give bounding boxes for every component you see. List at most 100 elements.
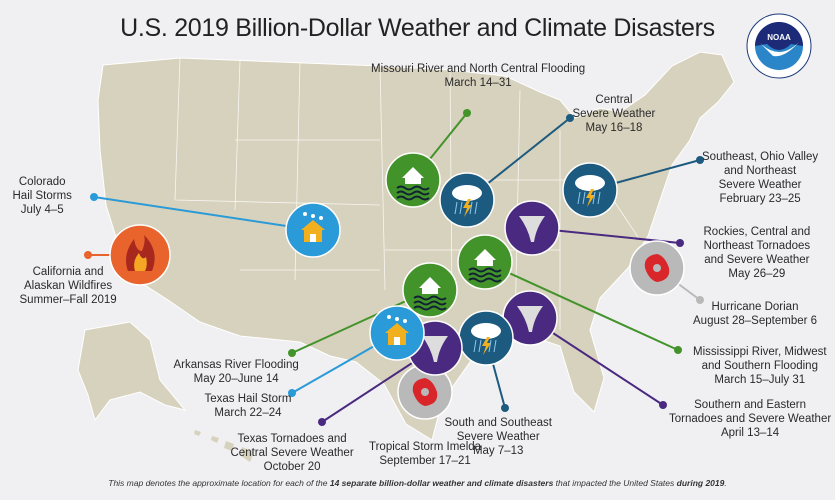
event-label-rockies: Rockies, Central and Northeast Tornadoes a… xyxy=(704,225,811,281)
marker-southeast_ohio[interactable] xyxy=(562,162,618,218)
alaska-shape xyxy=(77,321,187,422)
event-label-texas_tornadoes: Texas Tornadoes and Central Severe Weathe… xyxy=(231,432,354,474)
event-label-line: Central xyxy=(595,94,633,106)
event-label-southeast_ohio: Southeast, Ohio Valley and Northeast Sever… xyxy=(702,150,818,206)
event-label-line: and Severe Weather xyxy=(704,254,810,266)
event-label-mississippi: Mississippi River, Midwest and Southern F… xyxy=(693,345,827,387)
event-label-line: Hurricane Dorian xyxy=(711,301,799,313)
tornado-icon xyxy=(519,216,545,242)
event-label-line: Mississippi River, Midwest xyxy=(693,346,827,358)
event-label-line: September 17–21 xyxy=(379,455,471,467)
event-label-line: March 14–31 xyxy=(444,77,512,89)
flood-house-icon xyxy=(396,167,430,201)
footer-bold: during 2019 xyxy=(676,478,725,488)
footer-text: . xyxy=(724,478,727,488)
flood-house-icon xyxy=(468,249,502,283)
event-label-line: Texas Tornadoes and xyxy=(237,433,347,445)
leader-line-mississippi xyxy=(484,261,679,351)
event-label-line: Severe Weather xyxy=(456,431,540,443)
marker-dorian[interactable] xyxy=(629,240,685,296)
footer-bold: 14 separate billion-dollar weather and c… xyxy=(329,478,554,488)
hurricane-icon xyxy=(644,254,670,282)
flood-house-icon xyxy=(413,277,447,311)
event-label-line: Arkansas River Flooding xyxy=(173,359,299,371)
event-label-line: Southeast, Ohio Valley xyxy=(702,151,819,163)
tornado-icon xyxy=(517,306,543,332)
event-label-california: California and Alaskan Wildfires Summer–Fa… xyxy=(20,265,117,307)
event-label-line: May 20–June 14 xyxy=(193,373,279,385)
tornado-icon xyxy=(422,336,448,362)
event-label-line: Severe Weather xyxy=(718,179,802,191)
event-label-line: Southern and Eastern xyxy=(694,399,807,411)
footer-note: This map denotes the approximate locatio… xyxy=(0,478,835,488)
event-label-line: Texas Hail Storm xyxy=(204,393,292,405)
event-label-line: Northeast Tornadoes xyxy=(703,240,811,252)
leader-dot-southeast_ohio xyxy=(696,156,704,164)
event-label-line: Hail Storms xyxy=(12,190,72,202)
event-label-line: Severe Weather xyxy=(572,108,656,120)
event-label-line: Alaskan Wildfires xyxy=(23,280,113,292)
footer-text: that impacted the United States xyxy=(553,478,677,488)
leader-dot-texas_tornadoes xyxy=(318,418,326,426)
event-label-arkansas: Arkansas River Flooding May 20–June 14 xyxy=(174,358,299,386)
event-label-line: and Southern Flooding xyxy=(701,360,818,372)
leader-dot-colorado xyxy=(90,193,98,201)
event-label-line: August 28–September 6 xyxy=(693,315,818,327)
marker-imelda[interactable] xyxy=(397,364,453,420)
event-label-line: May 7–13 xyxy=(472,445,524,457)
hail-house-icon xyxy=(385,315,409,345)
event-label-line: South and Southeast xyxy=(444,417,552,429)
leader-dot-arkansas xyxy=(288,349,296,357)
marker-colorado[interactable] xyxy=(285,202,341,258)
marker-southern_eastern[interactable] xyxy=(502,290,558,346)
event-label-line: Rockies, Central and xyxy=(703,226,811,238)
hail-house-icon xyxy=(301,212,325,242)
marker-texas_hail[interactable] xyxy=(369,305,425,361)
event-label-line: Colorado xyxy=(18,176,66,188)
marker-california[interactable] xyxy=(109,224,171,286)
marker-missouri[interactable] xyxy=(385,152,441,208)
event-label-line: Tropical Storm Imelda xyxy=(369,441,482,453)
page-title: U.S. 2019 Billion-Dollar Weather and Cli… xyxy=(120,14,715,42)
contiguous-us-shape xyxy=(97,51,735,441)
marker-mississippi[interactable] xyxy=(457,234,513,290)
footer-text: This map denotes the approximate locatio… xyxy=(108,478,330,488)
event-label-line: July 4–5 xyxy=(20,204,64,216)
leader-dot-california xyxy=(84,251,92,259)
marker-arkansas[interactable] xyxy=(402,262,458,318)
event-label-line: Missouri River and North Central Floodin… xyxy=(371,63,586,75)
leader-dot-southern_eastern xyxy=(659,401,667,409)
leader-dot-mississippi xyxy=(674,346,682,354)
event-label-line: May 26–29 xyxy=(728,268,786,280)
event-label-line: California and xyxy=(32,266,104,278)
event-label-central: Central Severe Weather May 16–18 xyxy=(573,93,656,135)
event-label-line: Central Severe Weather xyxy=(230,447,354,459)
leader-dot-texas_hail xyxy=(288,389,296,397)
storm-cloud-icon xyxy=(452,185,482,217)
event-label-texas_hail: Texas Hail Storm March 22–24 xyxy=(205,392,292,420)
map-land xyxy=(77,51,735,462)
leader-dot-central xyxy=(566,114,574,122)
marker-south_southeast[interactable] xyxy=(458,310,514,366)
event-label-dorian: Hurricane Dorian August 28–September 6 xyxy=(693,300,817,328)
event-label-line: February 23–25 xyxy=(719,193,801,205)
marker-central[interactable] xyxy=(439,172,495,228)
leader-line-colorado xyxy=(93,196,314,231)
noaa-logo: NOAA xyxy=(746,13,812,79)
hawaii-shape xyxy=(194,430,254,462)
marker-rockies[interactable] xyxy=(504,200,560,256)
event-markers xyxy=(109,152,685,420)
storm-cloud-icon xyxy=(471,323,501,355)
hurricane-icon xyxy=(412,378,438,406)
event-label-south_southeast: South and Southeast Severe Weather May 7–1… xyxy=(445,416,552,458)
event-label-southern_eastern: Southern and Eastern Tornadoes and Severe… xyxy=(669,398,831,440)
leader-dot-dorian xyxy=(696,296,704,304)
event-label-colorado: Colorado Hail Storms July 4–5 xyxy=(13,175,72,217)
event-label-imelda: Tropical Storm Imelda September 17–21 xyxy=(369,440,481,468)
event-label-line: Tornadoes and Severe Weather xyxy=(669,413,832,425)
storm-cloud-icon xyxy=(575,175,605,207)
event-label-line: May 16–18 xyxy=(585,122,643,134)
event-label-line: October 20 xyxy=(263,461,321,473)
event-label-line: March 22–24 xyxy=(214,407,282,419)
